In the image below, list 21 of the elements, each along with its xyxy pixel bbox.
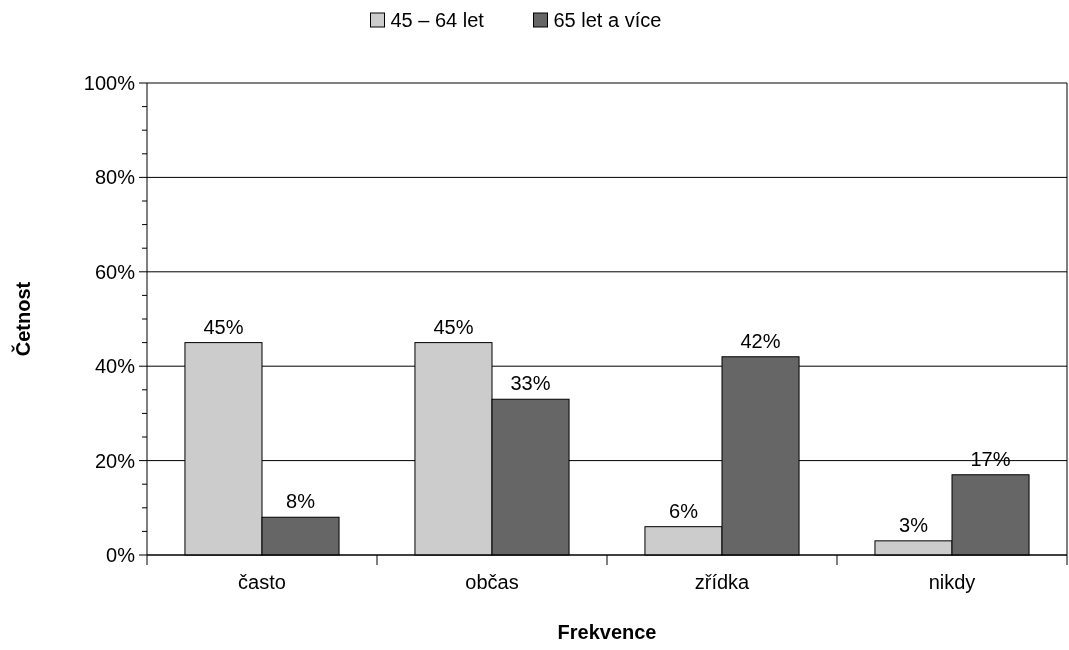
x-tick-label: občas xyxy=(465,571,519,593)
y-tick-label: 40% xyxy=(94,355,136,378)
y-tick-label: 80% xyxy=(94,166,136,189)
y-tick-label: 0% xyxy=(106,544,136,566)
y-tick-label: 60% xyxy=(94,260,136,283)
data-label: 3% xyxy=(899,513,929,536)
data-label: 45% xyxy=(433,315,474,338)
y-axis-title: Četnost xyxy=(11,281,34,357)
data-label: 45% xyxy=(203,315,244,338)
data-label: 42% xyxy=(740,329,781,352)
x-tick-label: zřídka xyxy=(694,571,751,593)
x-tick-label: často xyxy=(238,571,286,593)
data-label: 8% xyxy=(286,490,316,513)
y-tick-label: 100% xyxy=(83,72,136,94)
legend-label: 65 let a více xyxy=(553,9,662,31)
x-tick-label: nikdy xyxy=(928,571,976,593)
data-label: 6% xyxy=(669,499,699,522)
y-tick-label: 20% xyxy=(94,449,136,472)
x-axis-title: Frekvence xyxy=(557,621,657,643)
data-label: 33% xyxy=(510,372,551,395)
legend-label: 45 – 64 let xyxy=(390,9,485,31)
